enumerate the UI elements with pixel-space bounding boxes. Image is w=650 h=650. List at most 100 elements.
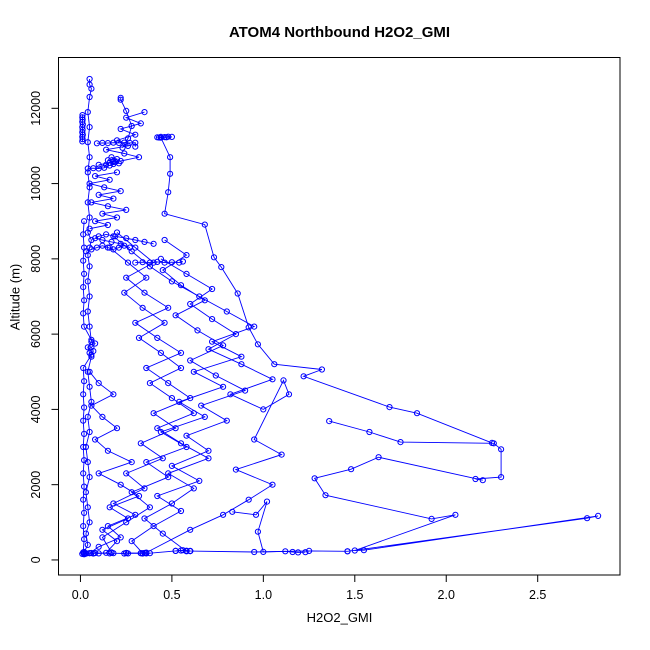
data-point <box>183 252 190 259</box>
y-tick-label: 0 <box>29 556 43 563</box>
data-point <box>121 242 128 249</box>
data-point <box>165 474 172 481</box>
data-point <box>132 131 139 138</box>
data-point <box>95 380 102 387</box>
data-point <box>132 143 139 150</box>
data-point <box>108 238 115 245</box>
data-point <box>84 169 91 176</box>
data-point <box>472 475 479 483</box>
data-point <box>84 109 91 116</box>
data-point <box>300 373 307 380</box>
data-point <box>92 549 99 557</box>
data-point <box>141 109 148 116</box>
y-axis-label: Altitude (m) <box>7 263 23 331</box>
data-point <box>141 289 148 296</box>
data-point <box>95 543 102 550</box>
data-point <box>238 353 245 360</box>
data-point <box>242 387 249 394</box>
data-point <box>137 120 144 127</box>
data-point <box>146 550 153 557</box>
data-point <box>205 346 212 353</box>
y-tick-label: 10000 <box>29 166 43 201</box>
data-point <box>157 134 164 141</box>
data-point <box>584 515 591 522</box>
data-point <box>285 391 293 398</box>
data-point <box>119 144 126 151</box>
data-point <box>113 229 121 236</box>
data-point <box>209 316 216 323</box>
data-point <box>254 341 261 348</box>
data-point <box>95 161 102 168</box>
data-point <box>278 451 285 458</box>
data-point <box>84 278 91 285</box>
data-point <box>82 489 90 496</box>
series-line <box>190 550 348 553</box>
series-line <box>96 142 136 147</box>
data-point <box>124 550 132 557</box>
data-point <box>106 504 113 511</box>
data-point <box>88 236 95 244</box>
data-point <box>110 195 117 202</box>
data-point <box>295 549 302 556</box>
data-point <box>154 425 161 432</box>
data-point <box>86 184 93 191</box>
data-point <box>110 550 117 557</box>
data-point <box>82 550 90 557</box>
data-point <box>201 221 208 228</box>
data-point <box>80 496 87 503</box>
data-point <box>84 504 91 511</box>
data-point <box>311 475 318 482</box>
data-point <box>154 258 161 265</box>
data-point <box>80 523 87 530</box>
data-point <box>344 548 351 555</box>
data-point <box>104 447 112 454</box>
data-point <box>79 116 86 123</box>
data-point <box>282 548 289 555</box>
data-point <box>227 391 234 398</box>
data-point <box>161 319 168 326</box>
series-line <box>89 171 127 230</box>
data-point <box>121 289 128 296</box>
data-point <box>80 231 87 238</box>
data-point <box>161 236 168 244</box>
data-point <box>165 189 172 196</box>
data-point <box>128 538 135 545</box>
data-point <box>150 259 157 266</box>
data-point <box>82 443 90 451</box>
data-point <box>128 459 135 466</box>
data-point <box>86 263 93 270</box>
data-point <box>113 169 121 176</box>
data-point <box>132 139 139 146</box>
data-point <box>110 233 117 240</box>
data-point <box>168 395 175 402</box>
data-point <box>128 489 135 496</box>
data-point <box>104 523 112 530</box>
data-point <box>238 361 245 368</box>
y-tick-label: 6000 <box>29 320 43 348</box>
data-point <box>260 548 267 556</box>
data-point <box>86 383 93 390</box>
data-point <box>103 231 110 238</box>
x-tick-label: 2.0 <box>438 588 455 602</box>
data-point <box>141 485 148 492</box>
series-line <box>101 235 256 553</box>
data-point <box>123 274 130 281</box>
series-line <box>87 156 121 169</box>
plot-title: ATOM4 Northbound H2O2_GMI <box>228 24 451 41</box>
data-point <box>141 515 148 522</box>
series-line <box>313 420 599 552</box>
x-tick-label: 0.0 <box>72 588 89 602</box>
data-point <box>99 534 106 541</box>
data-point <box>81 430 88 437</box>
data-point <box>81 404 88 411</box>
data-point <box>190 368 197 375</box>
data-point <box>187 395 194 402</box>
data-point <box>92 173 99 180</box>
data-point <box>84 344 91 351</box>
data-point <box>101 184 108 191</box>
data-point <box>117 534 124 541</box>
data-point <box>79 138 86 145</box>
data-point <box>117 94 124 101</box>
data-point <box>95 233 102 240</box>
